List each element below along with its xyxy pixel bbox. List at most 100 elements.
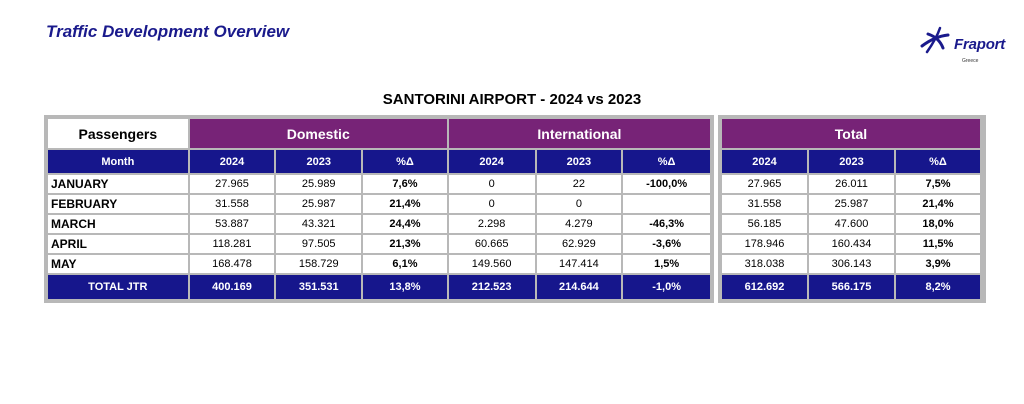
dom-2023-cell: 97.505 [274,233,364,255]
tot-pct-cell: 21,4% [894,193,982,215]
int-2024-total: 212.523 [446,273,537,301]
int-2024-cell: 0 [446,193,537,215]
dom-2024-cell: 27.965 [187,173,277,195]
int-pct-cell: -3,6% [621,233,712,255]
month-cell: MAY [46,253,190,275]
tot-2024-cell: 178.946 [720,233,809,255]
table-row: MAY 168.478 158.729 6,1% 149.560 147.414… [46,253,712,275]
dom-2023-cell: 158.729 [274,253,364,275]
subheader-row: 2024 2023 %Δ [720,148,982,175]
tot-pct-cell: 7,5% [894,173,982,195]
table-row: 318.038 306.143 3,9% [720,253,982,275]
tot-pct-cell: 18,0% [894,213,982,235]
dom-2024-header: 2024 [187,148,277,175]
tot-2024-cell: 318.038 [720,253,809,275]
int-2024-cell: 149.560 [446,253,537,275]
int-2023-cell: 22 [534,173,624,195]
fraport-swoosh-icon [920,26,950,54]
dom-2023-cell: 43.321 [274,213,364,235]
passengers-label: Passengers [46,117,190,150]
group-header-row: Total [720,117,982,150]
dom-pct-cell: 21,3% [361,233,449,255]
dom-pct-header: %Δ [361,148,449,175]
tot-2023-cell: 306.143 [807,253,896,275]
month-cell: APRIL [46,233,190,255]
tot-pct-cell: 11,5% [894,233,982,255]
dom-2023-total: 351.531 [274,273,364,301]
table-row: 56.185 47.600 18,0% [720,213,982,235]
tot-2023-cell: 25.987 [807,193,896,215]
total-row: 612.692 566.175 8,2% [720,273,982,301]
tot-2023-cell: 47.600 [807,213,896,235]
int-2023-cell: 62.929 [534,233,624,255]
dom-2024-cell: 53.887 [187,213,277,235]
dom-2023-cell: 25.989 [274,173,364,195]
tot-2023-header: 2023 [807,148,896,175]
tot-pct-header: %Δ [894,148,982,175]
int-2024-cell: 2.298 [446,213,537,235]
int-2024-cell: 0 [446,173,537,195]
int-pct-total: -1,0% [621,273,712,301]
subheader-row: Month 2024 2023 %Δ 2024 2023 %Δ [46,148,712,175]
tot-2023-cell: 26.011 [807,173,896,195]
tot-2023-total: 566.175 [807,273,896,301]
dom-2024-cell: 168.478 [187,253,277,275]
international-header: International [446,117,713,150]
int-pct-cell [621,193,712,215]
dom-pct-total: 13,8% [361,273,449,301]
passenger-table: Passengers Domestic International Month … [46,117,713,301]
dom-2024-cell: 31.558 [187,193,277,215]
logo-wordmark: Fraport [954,36,1006,53]
tot-pct-total: 8,2% [894,273,982,301]
tot-2024-cell: 56.185 [720,213,809,235]
domestic-header: Domestic [187,117,449,150]
int-pct-cell: -46,3% [621,213,712,235]
int-pct-cell: 1,5% [621,253,712,275]
month-header: Month [46,148,190,175]
month-cell: FEBRUARY [46,193,190,215]
tot-2024-total: 612.692 [720,273,809,301]
int-pct-header: %Δ [621,148,712,175]
table-row: MARCH 53.887 43.321 24,4% 2.298 4.279 -4… [46,213,712,235]
dom-2024-cell: 118.281 [187,233,277,255]
total-row: TOTAL JTR 400.169 351.531 13,8% 212.523 … [46,273,712,301]
table-row: 27.965 26.011 7,5% [720,173,982,195]
total-table: Total 2024 2023 %Δ 27.965 26.011 7,5% 31… [720,117,982,301]
total-label: TOTAL JTR [46,273,190,301]
tot-pct-cell: 3,9% [894,253,982,275]
page-title: Traffic Development Overview [46,22,290,41]
dom-pct-cell: 6,1% [361,253,449,275]
tot-2024-cell: 27.965 [720,173,809,195]
passenger-table-panel: Passengers Domestic International Month … [44,115,714,303]
tot-2023-cell: 160.434 [807,233,896,255]
table-row: APRIL 118.281 97.505 21,3% 60.665 62.929… [46,233,712,255]
int-2023-header: 2023 [534,148,624,175]
table-row: FEBRUARY 31.558 25.987 21,4% 0 0 [46,193,712,215]
int-pct-cell: -100,0% [621,173,712,195]
month-cell: MARCH [46,213,190,235]
table-row: 31.558 25.987 21,4% [720,193,982,215]
int-2023-cell: 4.279 [534,213,624,235]
dom-pct-cell: 24,4% [361,213,449,235]
group-header-row: Passengers Domestic International [46,117,713,150]
table-row: 178.946 160.434 11,5% [720,233,982,255]
int-2023-cell: 0 [534,193,624,215]
tot-2024-header: 2024 [720,148,809,175]
logo-subtitle: Greece [962,58,979,64]
table-title: SANTORINI AIRPORT - 2024 vs 2023 [382,91,642,108]
tot-2024-cell: 31.558 [720,193,809,215]
dom-2023-header: 2023 [274,148,364,175]
dom-pct-cell: 7,6% [361,173,449,195]
month-cell: JANUARY [46,173,190,195]
int-2023-cell: 147.414 [534,253,624,275]
int-2023-total: 214.644 [534,273,624,301]
fraport-logo: Fraport Greece [918,20,1018,68]
total-header: Total [720,117,982,150]
dom-2023-cell: 25.987 [274,193,364,215]
dom-2024-total: 400.169 [187,273,277,301]
int-2024-cell: 60.665 [446,233,537,255]
int-2024-header: 2024 [446,148,537,175]
dom-pct-cell: 21,4% [361,193,449,215]
table-row: JANUARY 27.965 25.989 7,6% 0 22 -100,0% [46,173,712,195]
total-table-panel: Total 2024 2023 %Δ 27.965 26.011 7,5% 31… [718,115,986,303]
